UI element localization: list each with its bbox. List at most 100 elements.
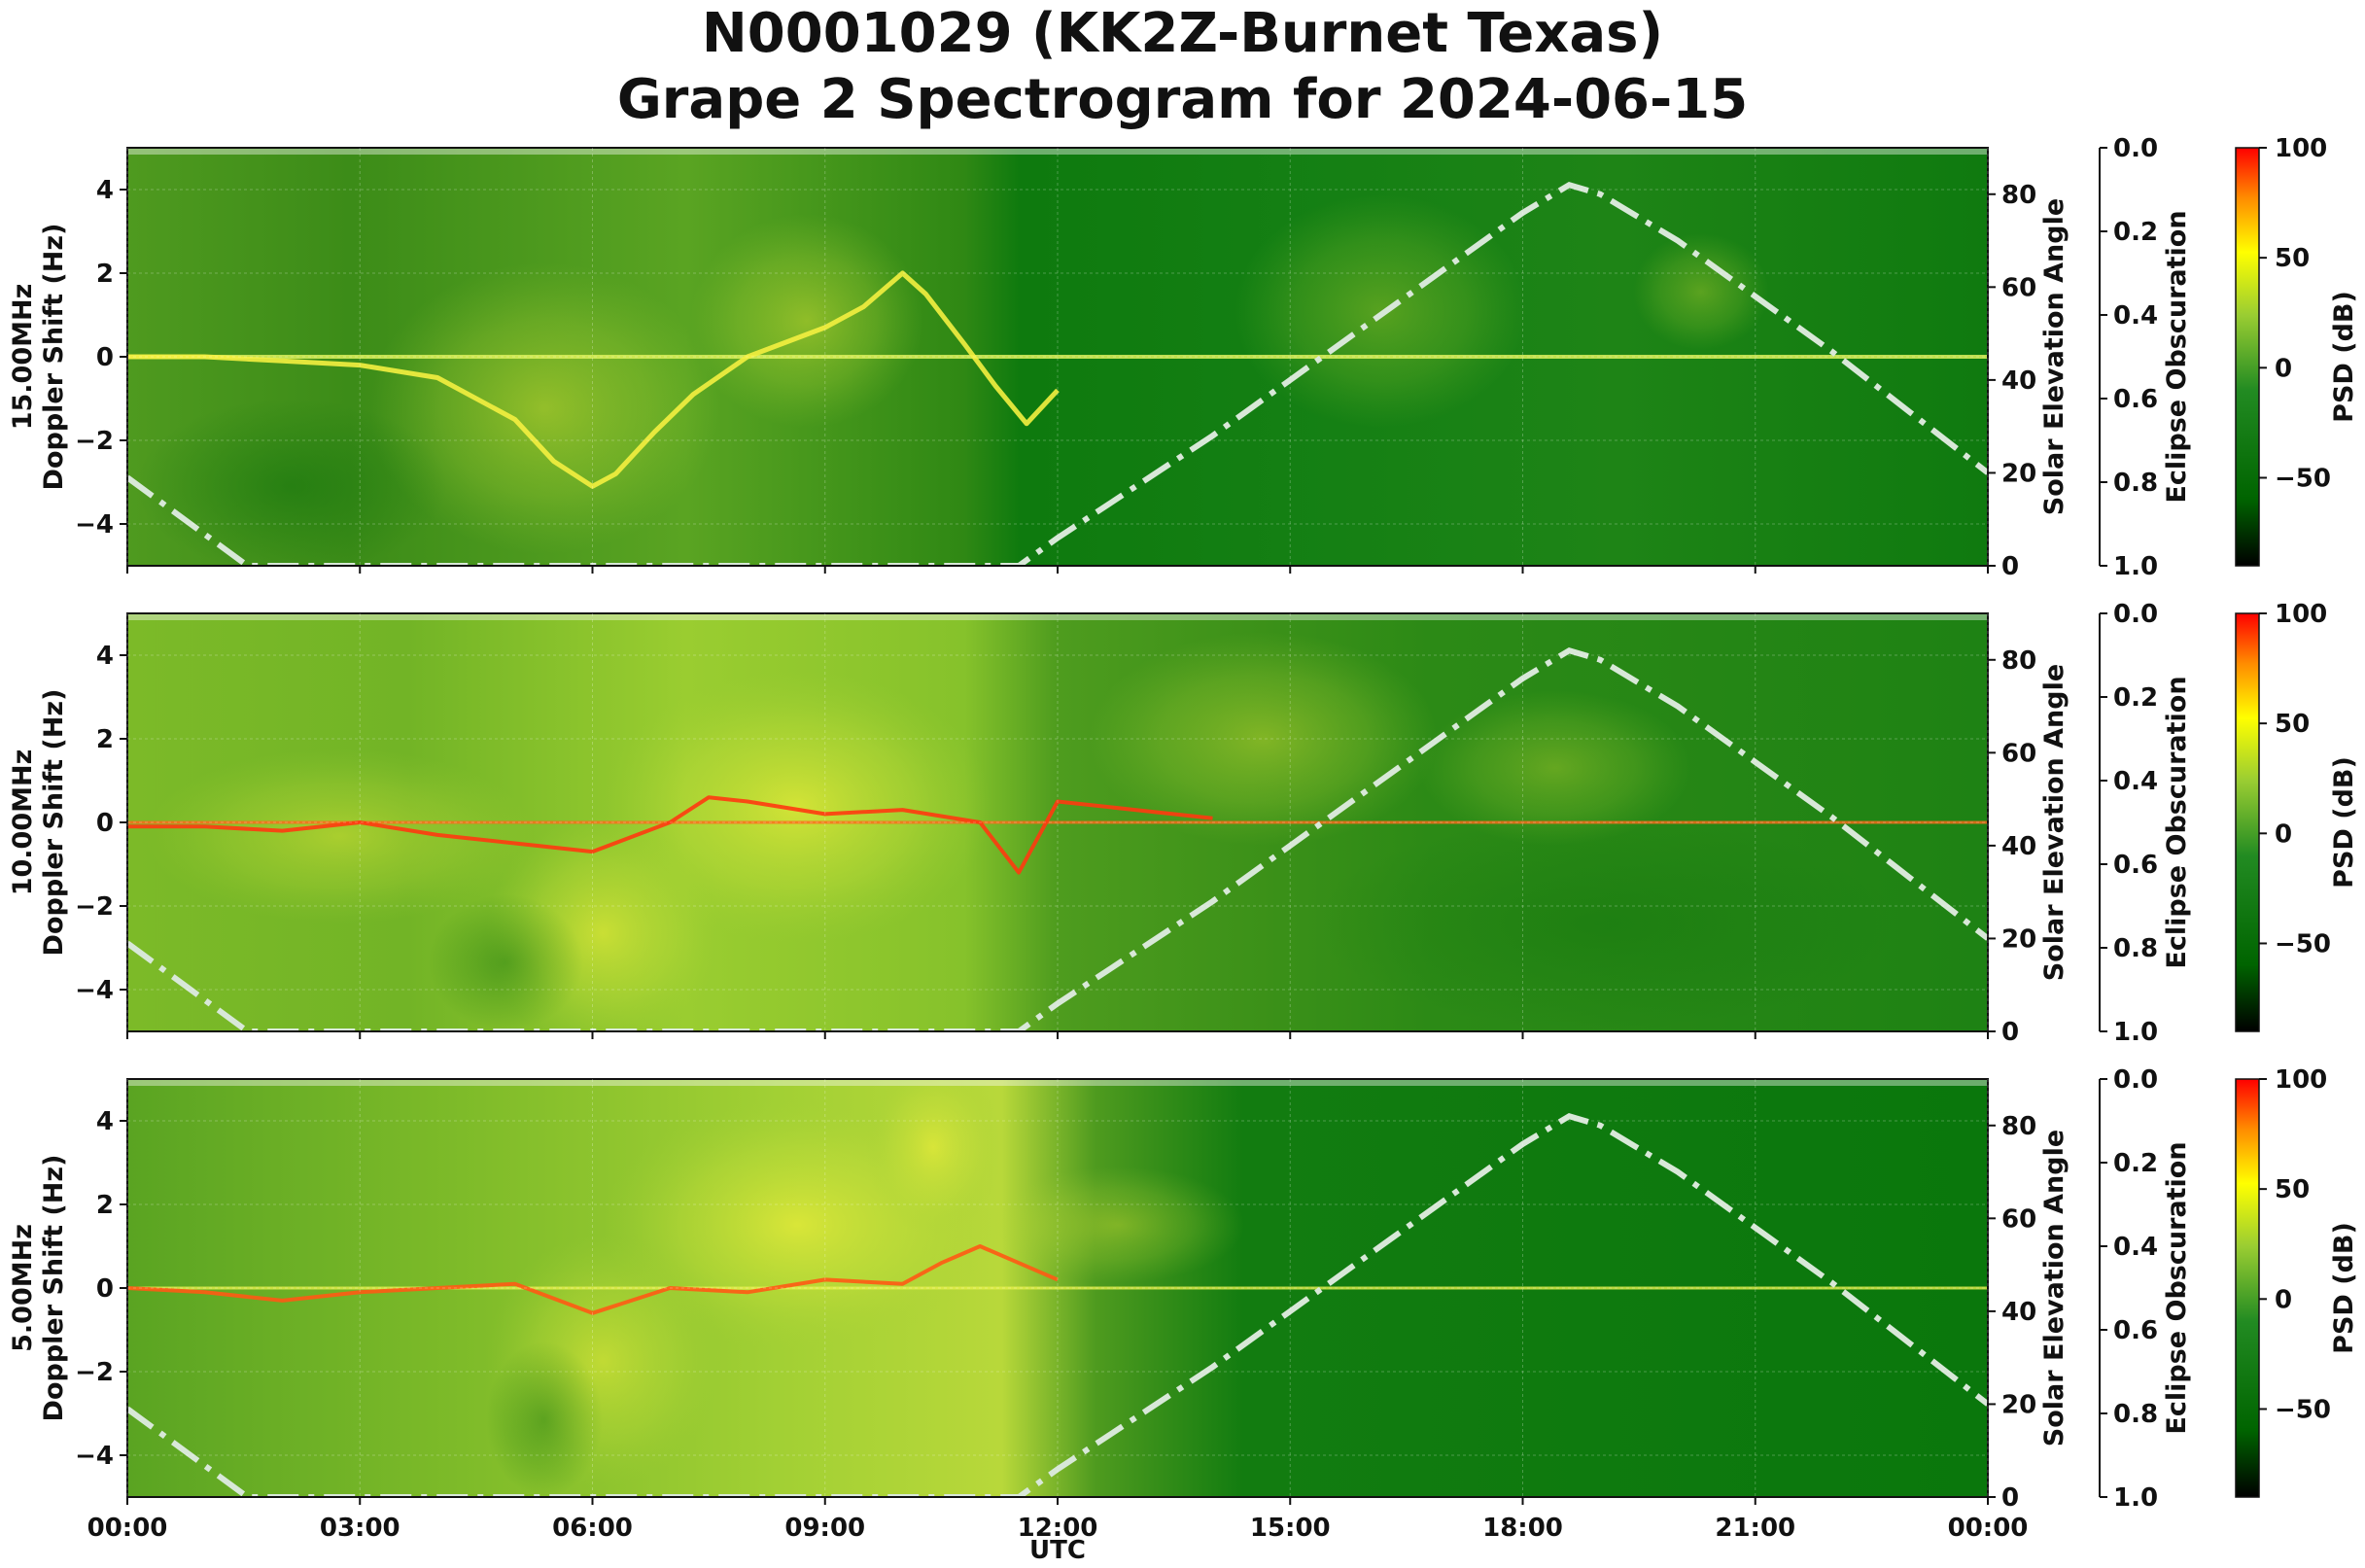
x-tick-label: 00:00 <box>87 1514 168 1543</box>
spectrogram-5mhz-image <box>127 1079 1988 1497</box>
y-axis-label-doppler: Doppler Shift (Hz) <box>39 689 69 957</box>
colorbar-label: PSD (dB) <box>2329 291 2359 423</box>
solar-elevation-curve-5mhz <box>127 1112 1988 1497</box>
colorbar-label: PSD (dB) <box>2329 1222 2359 1354</box>
panel-15mhz <box>126 147 1989 567</box>
spectrogram-10mhz-image <box>127 613 1988 1031</box>
eclipse-tick-label: 0.6 <box>2113 851 2158 880</box>
solar-tick-label: 0 <box>2001 1018 2019 1047</box>
y-tick-label: −2 <box>75 1358 114 1387</box>
solar-tick-label: 40 <box>2001 832 2036 861</box>
eclipse-tick-label: 0.8 <box>2113 934 2158 963</box>
colorbar-tick-label: 0 <box>2275 819 2292 849</box>
solar-axis-label: Solar Elevation Angle <box>2039 664 2069 981</box>
y-tick-label: 2 <box>96 1191 114 1220</box>
y-tick-label: 0 <box>96 809 114 838</box>
solar-axis-label: Solar Elevation Angle <box>2039 198 2069 515</box>
eclipse-tick-label: 0.4 <box>2113 301 2158 331</box>
colorbar-tick-label: 50 <box>2275 1175 2310 1204</box>
x-tick-label: 18:00 <box>1482 1514 1563 1543</box>
solar-tick-label: 60 <box>2001 1204 2036 1234</box>
solar-tick-label: 80 <box>2001 1112 2036 1141</box>
solar-tick-label: 40 <box>2001 366 2036 396</box>
solar-tick-label: 20 <box>2001 459 2036 488</box>
y-tick-label: 2 <box>96 260 114 289</box>
eclipse-tick-label: 0.0 <box>2113 1065 2158 1095</box>
solar-tick-label: 80 <box>2001 181 2036 210</box>
solar-tick-label: 80 <box>2001 646 2036 676</box>
solar-tick-label: 20 <box>2001 924 2036 954</box>
solar-elevation-curve-15mhz <box>127 181 1988 566</box>
y-tick-label: −2 <box>75 892 114 922</box>
colorbar <box>2235 147 2260 567</box>
eclipse-tick-label: 1.0 <box>2113 1018 2158 1047</box>
axes-layer: 420−2−415.00MHz Doppler Shift (Hz)8060402… <box>8 134 2359 1543</box>
colorbar <box>2235 612 2260 1032</box>
x-axis-label: UTC <box>1029 1536 1086 1565</box>
y-tick-label: −4 <box>75 976 114 1005</box>
y-tick-label: 4 <box>96 176 114 205</box>
doppler-trace-5mhz <box>127 1244 1059 1315</box>
eclipse-tick-label: 1.0 <box>2113 552 2158 581</box>
y-axis-label-doppler: Doppler Shift (Hz) <box>39 224 69 491</box>
solar-axis-label: Solar Elevation Angle <box>2039 1130 2069 1446</box>
y-axis-label-doppler: Doppler Shift (Hz) <box>39 1155 69 1422</box>
eclipse-tick-label: 1.0 <box>2113 1483 2158 1513</box>
x-tick-label: 03:00 <box>320 1514 400 1543</box>
colorbar-tick-label: 0 <box>2275 1285 2292 1314</box>
x-tick-label: 21:00 <box>1715 1514 1795 1543</box>
y-tick-label: 0 <box>96 343 114 372</box>
y-axis-label-frequency: 15.00MHz <box>8 284 38 431</box>
y-tick-label: −4 <box>75 1442 114 1471</box>
x-tick-label: 12:00 <box>1018 1514 1098 1543</box>
colorbar-tick-label: 0 <box>2275 354 2292 383</box>
eclipse-tick-label: 0.6 <box>2113 1316 2158 1345</box>
eclipse-tick-label: 0.4 <box>2113 767 2158 796</box>
eclipse-tick-label: 0.2 <box>2113 218 2158 247</box>
colorbar-tick-label: −50 <box>2275 929 2331 958</box>
y-tick-label: 2 <box>96 725 114 754</box>
eclipse-tick-label: 0.6 <box>2113 385 2158 414</box>
x-tick-label: 15:00 <box>1250 1514 1331 1543</box>
colorbar-tick-label: 50 <box>2275 710 2310 739</box>
solar-tick-label: 40 <box>2001 1298 2036 1327</box>
colorbar-tick-label: −50 <box>2275 464 2331 493</box>
eclipse-tick-label: 0.0 <box>2113 600 2158 629</box>
eclipse-tick-label: 0.4 <box>2113 1233 2158 1262</box>
eclipse-tick-label: 0.2 <box>2113 683 2158 713</box>
y-tick-label: −4 <box>75 510 114 540</box>
eclipse-axis-label: Eclipse Obscuration <box>2162 210 2192 503</box>
y-tick-label: −2 <box>75 427 114 456</box>
eclipse-axis-label: Eclipse Obscuration <box>2162 676 2192 968</box>
eclipse-axis-label: Eclipse Obscuration <box>2162 1141 2192 1434</box>
solar-tick-label: 60 <box>2001 273 2036 302</box>
solar-tick-label: 60 <box>2001 739 2036 768</box>
solar-tick-label: 0 <box>2001 1483 2019 1513</box>
colorbar-tick-label: 100 <box>2275 134 2327 163</box>
x-tick-label: 09:00 <box>784 1514 865 1543</box>
x-tick-label: 00:00 <box>1948 1514 2029 1543</box>
colorbar-tick-label: 100 <box>2275 600 2327 629</box>
eclipse-tick-label: 0.8 <box>2113 1400 2158 1429</box>
y-axis-label-frequency: 10.00MHz <box>8 749 38 896</box>
eclipse-tick-label: 0.2 <box>2113 1149 2158 1178</box>
colorbar-label: PSD (dB) <box>2329 756 2359 889</box>
y-axis-label-frequency: 5.00MHz <box>8 1224 38 1352</box>
colorbar <box>2235 1078 2260 1498</box>
solar-elevation-curve-10mhz <box>127 646 1988 1031</box>
y-tick-label: 0 <box>96 1274 114 1304</box>
eclipse-tick-label: 0.0 <box>2113 134 2158 163</box>
doppler-trace-10mhz <box>127 795 1213 875</box>
colorbar-tick-label: 50 <box>2275 244 2310 273</box>
spectrogram-15mhz-image <box>127 148 1988 566</box>
panel-5mhz <box>126 1078 1989 1498</box>
colorbar-tick-label: 100 <box>2275 1065 2327 1095</box>
doppler-trace-15mhz <box>127 270 1060 489</box>
chart-title-station: N0001029 (KK2Z-Burnet Texas) <box>701 2 1664 65</box>
solar-tick-label: 0 <box>2001 552 2019 581</box>
solar-tick-label: 20 <box>2001 1390 2036 1419</box>
colorbar-tick-label: −50 <box>2275 1395 2331 1424</box>
y-tick-label: 4 <box>96 642 114 671</box>
